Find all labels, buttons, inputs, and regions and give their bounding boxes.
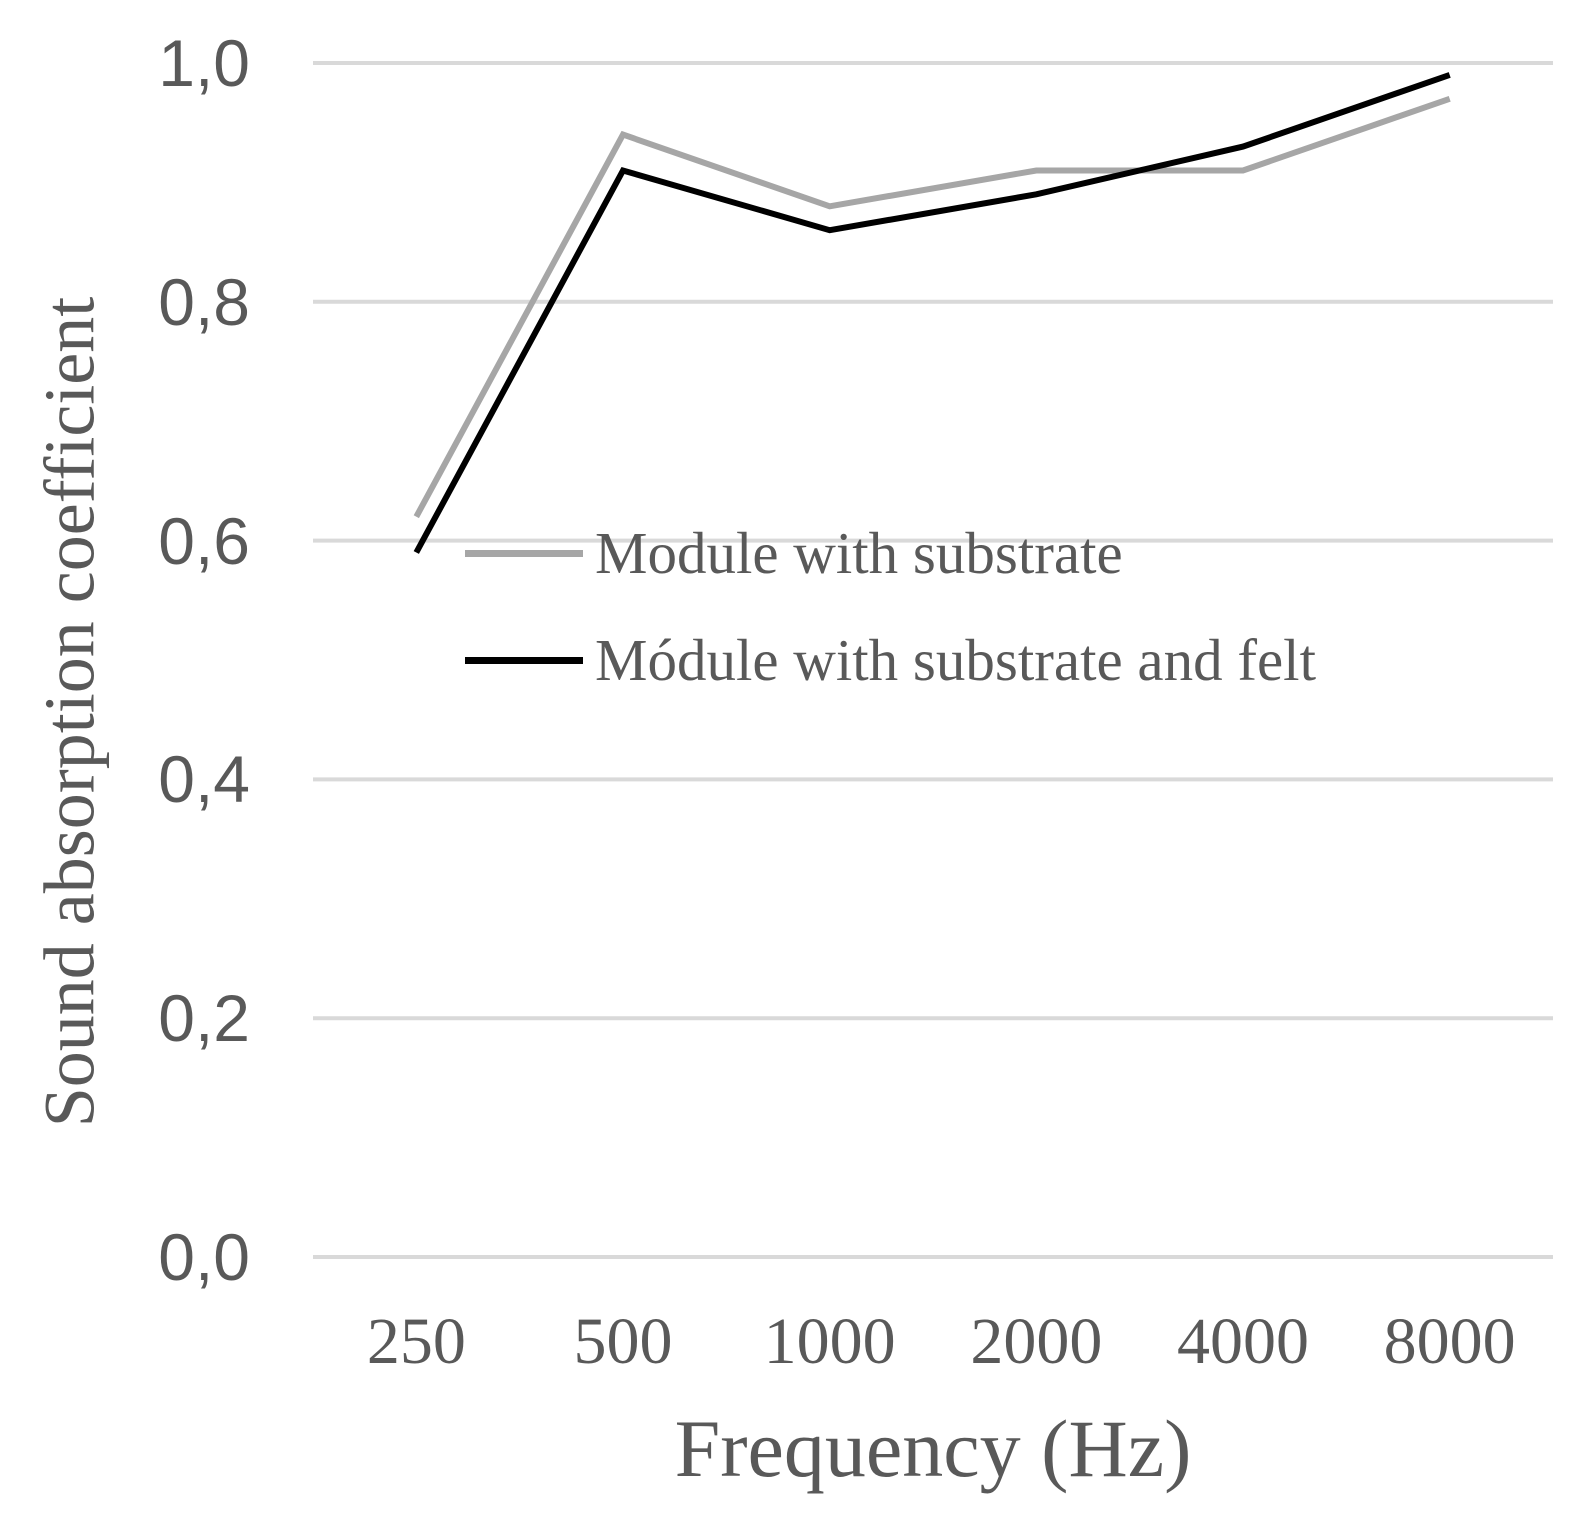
x-tick-label: 2000 <box>970 1305 1103 1378</box>
legend-swatch <box>465 549 583 557</box>
legend-label: Módule with substrate and felt <box>595 626 1316 693</box>
y-tick-label: 0,6 <box>158 503 250 578</box>
y-tick-label: 0,0 <box>158 1220 250 1294</box>
y-tick-label: 1,0 <box>158 26 250 100</box>
series-line-module-with-substrate <box>413 95 1451 519</box>
y-tick-label: 0,2 <box>158 981 250 1056</box>
y-tick-label: 0,4 <box>158 742 250 817</box>
x-tick-label: 250 <box>366 1305 466 1378</box>
y-tick-label: 0,8 <box>158 264 250 339</box>
x-tick-label: 500 <box>573 1305 673 1378</box>
x-tick-label: 1000 <box>763 1305 896 1378</box>
legend-item-module-with-substrate: Module with substrate <box>465 517 1123 589</box>
x-tick-label: 8000 <box>1383 1305 1516 1378</box>
legend-swatch <box>465 656 583 664</box>
legend-label: Module with substrate <box>595 519 1123 586</box>
x-axis-title: Frequency (Hz) <box>674 1403 1192 1494</box>
legend-item-module-with-substrate-and-felt: Módule with substrate and felt <box>465 624 1316 696</box>
series-line-module-with-substrate-and-felt <box>413 72 1451 554</box>
x-tick-label: 4000 <box>1177 1305 1309 1378</box>
